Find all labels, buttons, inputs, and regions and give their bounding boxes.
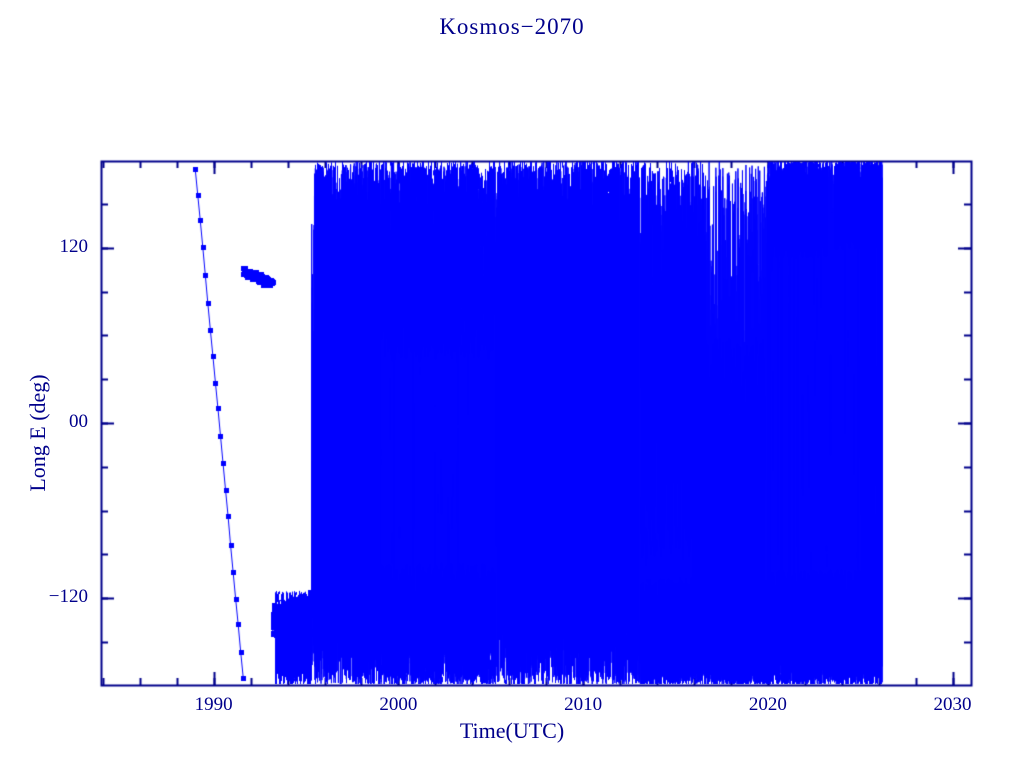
x-tick-label-2020: 2020 [748,694,787,715]
y-axis-label: Long E (deg) [25,374,50,492]
x-tick-label-1990: 1990 [194,694,233,715]
x-tick-label-2030: 2030 [933,694,972,715]
y-tick-label--120: −120 [48,586,88,608]
y-tick-label-0: 00 [69,411,88,432]
x-axis-label: Time(UTC) [459,718,565,743]
x-tick-label-2000: 2000 [379,694,418,715]
y-tick-label-120: 120 [59,235,89,257]
page-title: Kosmos−2070 [439,14,585,39]
x-tick-label-2010: 2010 [564,694,603,715]
